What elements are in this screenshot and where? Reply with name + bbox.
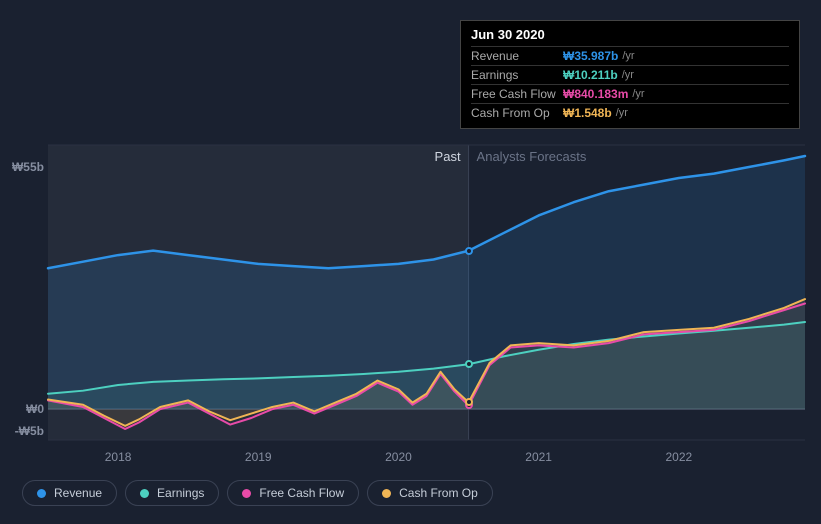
data-marker bbox=[465, 398, 473, 406]
legend-color-dot bbox=[37, 489, 46, 498]
tooltip-metric-value: ₩840.183m bbox=[563, 87, 628, 101]
y-axis-tick: ₩55b bbox=[12, 160, 44, 174]
data-marker bbox=[465, 247, 473, 255]
legend-label: Revenue bbox=[54, 486, 102, 500]
x-axis-tick: 2022 bbox=[665, 450, 692, 464]
legend-label: Earnings bbox=[157, 486, 204, 500]
tooltip-row: Free Cash Flow₩840.183m/yr bbox=[471, 84, 789, 103]
forecast-section-label: Analysts Forecasts bbox=[477, 149, 587, 164]
tooltip-metric-value: ₩35.987b bbox=[563, 49, 618, 63]
x-axis-tick: 2021 bbox=[525, 450, 552, 464]
tooltip-row: Earnings₩10.211b/yr bbox=[471, 65, 789, 84]
x-axis-tick: 2018 bbox=[105, 450, 132, 464]
tooltip-metric-value: ₩10.211b bbox=[563, 68, 618, 82]
legend-item[interactable]: Earnings bbox=[125, 480, 219, 506]
tooltip-metric-label: Earnings bbox=[471, 68, 563, 82]
tooltip-metric-label: Revenue bbox=[471, 49, 563, 63]
tooltip-date: Jun 30 2020 bbox=[471, 27, 789, 42]
past-section-label: Past bbox=[435, 149, 461, 164]
legend-label: Cash From Op bbox=[399, 486, 478, 500]
y-axis-tick: ₩0 bbox=[26, 402, 44, 416]
financial-chart: Jun 30 2020 Revenue₩35.987b/yrEarnings₩1… bbox=[0, 0, 821, 524]
legend-color-dot bbox=[140, 489, 149, 498]
tooltip-metric-label: Cash From Op bbox=[471, 106, 563, 120]
tooltip-metric-unit: /yr bbox=[616, 107, 628, 119]
legend: Revenue Earnings Free Cash Flow Cash From O… bbox=[22, 480, 493, 506]
legend-label: Free Cash Flow bbox=[259, 486, 344, 500]
x-axis-tick: 2019 bbox=[245, 450, 272, 464]
legend-color-dot bbox=[382, 489, 391, 498]
tooltip-metric-unit: /yr bbox=[632, 88, 644, 100]
tooltip-row: Revenue₩35.987b/yr bbox=[471, 46, 789, 65]
legend-color-dot bbox=[242, 489, 251, 498]
tooltip-metric-unit: /yr bbox=[622, 69, 634, 81]
data-marker bbox=[465, 360, 473, 368]
legend-item[interactable]: Revenue bbox=[22, 480, 117, 506]
tooltip-row: Cash From Op₩1.548b/yr bbox=[471, 103, 789, 122]
tooltip-metric-value: ₩1.548b bbox=[563, 106, 612, 120]
y-axis-tick: -₩5b bbox=[15, 424, 44, 438]
tooltip-metric-label: Free Cash Flow bbox=[471, 87, 563, 101]
legend-item[interactable]: Cash From Op bbox=[367, 480, 493, 506]
legend-item[interactable]: Free Cash Flow bbox=[227, 480, 359, 506]
x-axis-tick: 2020 bbox=[385, 450, 412, 464]
hover-tooltip: Jun 30 2020 Revenue₩35.987b/yrEarnings₩1… bbox=[460, 20, 800, 129]
tooltip-metric-unit: /yr bbox=[622, 50, 634, 62]
